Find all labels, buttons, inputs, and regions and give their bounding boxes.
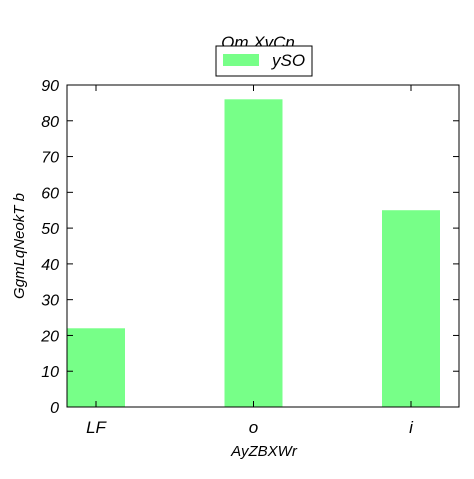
x-tick-label: i xyxy=(409,418,414,437)
plot-frame xyxy=(66,84,460,408)
bar-o xyxy=(224,99,283,408)
y-tick-label: 40 xyxy=(41,257,59,274)
x-axis-label: AyZBXWr xyxy=(230,443,298,460)
bar-i xyxy=(382,210,440,407)
x-tick-label: LF xyxy=(86,418,107,437)
legend: ySO xyxy=(215,45,313,77)
legend-label: ySO xyxy=(271,51,305,70)
y-tick-label: 60 xyxy=(41,185,59,202)
legend-swatch xyxy=(223,54,259,66)
ticks-layer: 0 10 20 30 40 50 60 70 80 90 xyxy=(40,78,459,417)
x-tick-labels: LF o i xyxy=(86,418,414,437)
bars-layer xyxy=(67,99,440,408)
y-tick-label: 10 xyxy=(41,364,59,381)
y-tick-label: 50 xyxy=(41,221,59,238)
y-tick-label: 70 xyxy=(41,150,59,167)
y-tick-label: 80 xyxy=(41,114,59,131)
y-tick-label: 20 xyxy=(40,328,59,345)
y-tick-label: 30 xyxy=(41,293,59,310)
y-tick-label: 0 xyxy=(50,400,59,417)
bar-LF xyxy=(67,328,125,407)
y-tick-label: 90 xyxy=(41,78,59,95)
y-axis-label: GgmLqNeokT b xyxy=(11,193,28,299)
x-tick-label: o xyxy=(249,418,258,437)
